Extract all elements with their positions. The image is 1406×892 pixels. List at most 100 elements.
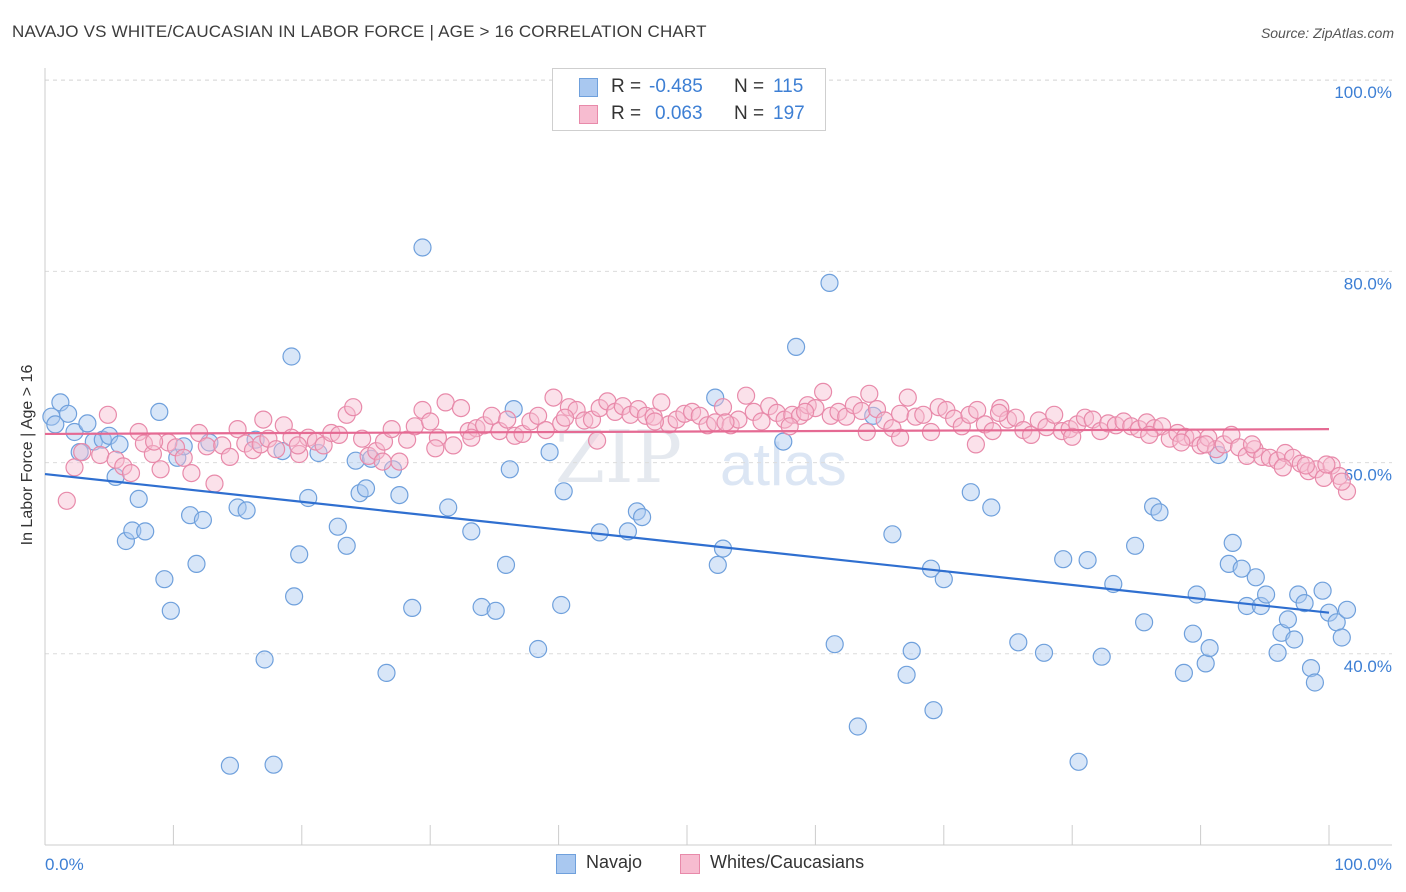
whites-point bbox=[114, 457, 133, 476]
navajo-point bbox=[136, 522, 155, 541]
legend-n-value: 115 bbox=[773, 76, 804, 97]
navajo-point bbox=[786, 337, 806, 356]
whites-point bbox=[426, 439, 445, 458]
whites-point bbox=[344, 398, 363, 417]
whites-point bbox=[645, 412, 665, 431]
navajo-point bbox=[500, 460, 519, 479]
whites-point bbox=[390, 452, 409, 471]
navajo-point bbox=[220, 756, 239, 775]
whites-point bbox=[329, 425, 349, 444]
whites-point bbox=[890, 428, 910, 447]
whites-point bbox=[852, 401, 871, 421]
navajo-point bbox=[1009, 633, 1028, 652]
stats-legend: R = -0.485 N = 115 R = 0.063 N = 197 bbox=[552, 68, 826, 131]
whites-point bbox=[236, 434, 255, 453]
navajo-point bbox=[1223, 533, 1242, 553]
whites-point bbox=[1245, 440, 1264, 459]
whites-point bbox=[288, 436, 307, 455]
navajo-point bbox=[264, 755, 283, 774]
whites-point bbox=[966, 435, 986, 454]
navajo-trend-line bbox=[44, 472, 1330, 614]
whites-swatch bbox=[579, 105, 598, 124]
whites-point bbox=[944, 409, 964, 428]
navajo-point bbox=[78, 414, 97, 433]
whites-point bbox=[690, 406, 709, 425]
whites-point bbox=[975, 415, 995, 434]
whites-point bbox=[444, 436, 463, 455]
whites-point bbox=[1332, 472, 1351, 491]
whites-point bbox=[890, 404, 910, 423]
navajo-point bbox=[883, 525, 902, 544]
y-tick-label: 40.0% bbox=[1344, 657, 1392, 676]
navajo-point bbox=[1196, 654, 1215, 673]
whites-point bbox=[883, 419, 902, 438]
navajo-point bbox=[377, 663, 396, 683]
navajo-point bbox=[472, 597, 491, 617]
navajo-point bbox=[193, 510, 212, 530]
navajo-point bbox=[255, 650, 274, 669]
watermark-atlas: atlas bbox=[720, 431, 847, 498]
whites-legend-swatch bbox=[680, 854, 700, 874]
navajo-point bbox=[1183, 624, 1203, 643]
navajo-point bbox=[934, 570, 953, 589]
whites-point bbox=[91, 445, 110, 465]
navajo-point bbox=[820, 273, 839, 292]
whites-point bbox=[587, 431, 607, 450]
navajo-point bbox=[632, 507, 652, 527]
whites-point bbox=[544, 388, 563, 407]
whites-point bbox=[536, 421, 555, 440]
navajo-point bbox=[110, 435, 129, 454]
navajo-point bbox=[58, 404, 78, 423]
chart-title: NAVAJO VS WHITE/CAUCASIAN IN LABOR FORCE… bbox=[12, 22, 707, 41]
whites-point bbox=[813, 382, 833, 401]
navajo-point bbox=[1134, 613, 1154, 632]
whites-point bbox=[205, 474, 224, 493]
whites-point bbox=[767, 403, 787, 422]
navajo-point bbox=[129, 489, 148, 508]
navajo-swatch bbox=[579, 78, 598, 97]
x-tick-label-min: 0.0% bbox=[45, 855, 84, 874]
whites-point bbox=[382, 420, 401, 439]
navajo-point bbox=[540, 443, 559, 462]
navajo-point bbox=[1200, 638, 1219, 658]
whites-point bbox=[795, 402, 815, 421]
whites-point bbox=[629, 400, 648, 419]
whites-point bbox=[182, 464, 201, 483]
navajo-point bbox=[627, 502, 647, 521]
whites-point bbox=[436, 393, 455, 412]
whites-point bbox=[57, 491, 76, 510]
whites-point bbox=[174, 448, 193, 467]
whites-point bbox=[860, 384, 879, 403]
whites-point bbox=[857, 422, 876, 442]
whites-point bbox=[652, 393, 671, 412]
navajo-point bbox=[774, 432, 793, 451]
whites-point bbox=[254, 410, 273, 429]
navajo-point bbox=[528, 639, 548, 659]
navajo-point bbox=[403, 598, 422, 618]
navajo-point bbox=[1174, 663, 1194, 683]
whites-point bbox=[220, 447, 239, 466]
navajo-point bbox=[413, 238, 432, 257]
whites-point bbox=[1237, 446, 1256, 465]
navajo-point bbox=[161, 601, 180, 620]
navajo-point bbox=[1256, 585, 1276, 604]
whites-point bbox=[1317, 455, 1336, 474]
whites-point bbox=[1273, 458, 1292, 477]
navajo-point bbox=[504, 400, 523, 419]
navajo-point bbox=[1187, 585, 1206, 604]
legend-r-value: 0.063 bbox=[655, 103, 703, 124]
whites-trend-line bbox=[44, 428, 1330, 436]
whites-point bbox=[636, 406, 656, 425]
navajo-point bbox=[337, 536, 356, 555]
navajo-point bbox=[982, 498, 1001, 517]
navajo-point bbox=[496, 555, 516, 575]
whites-point bbox=[968, 400, 987, 420]
whites-point bbox=[421, 412, 440, 431]
navajo-point bbox=[65, 422, 84, 442]
y-tick-label: 80.0% bbox=[1344, 274, 1392, 293]
navajo-point bbox=[328, 517, 347, 536]
whites-point bbox=[65, 458, 84, 477]
whites-legend-label: Whites/Caucasians bbox=[710, 852, 865, 872]
navajo-point bbox=[390, 486, 409, 505]
